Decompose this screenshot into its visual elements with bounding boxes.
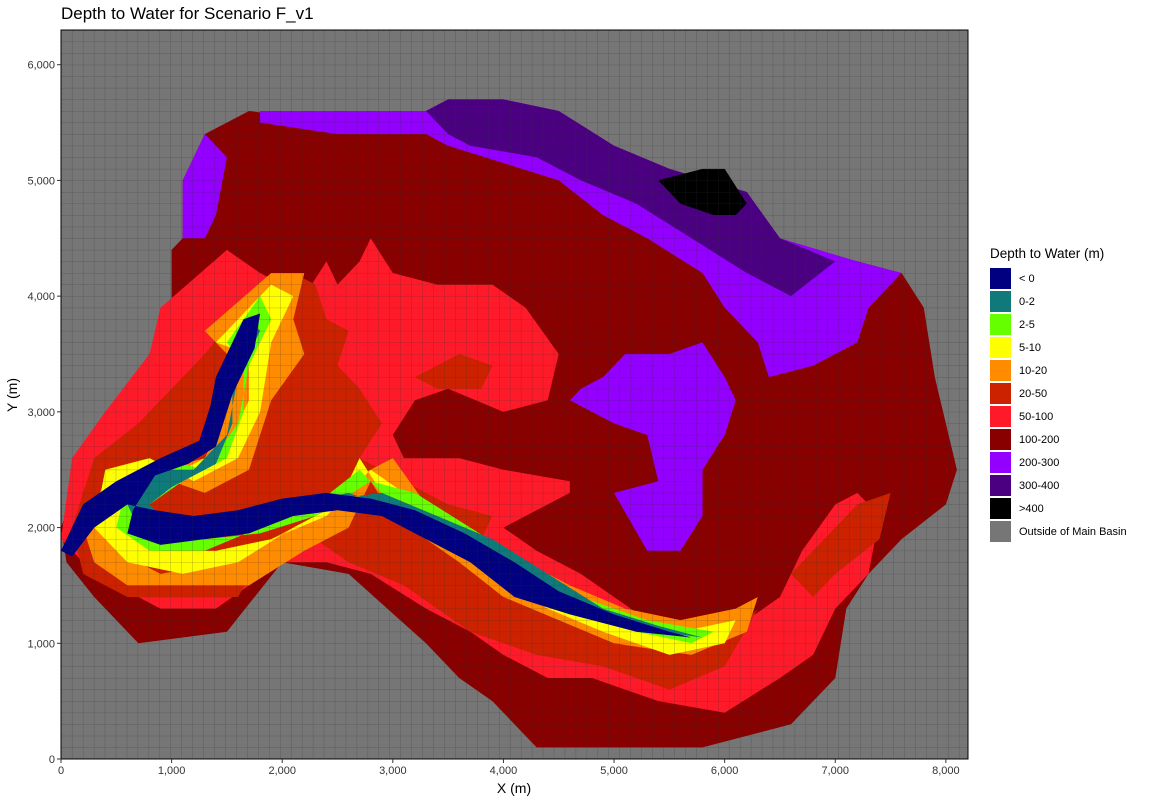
legend-item: 2-5 xyxy=(990,313,1127,336)
legend: Depth to Water (m) < 0 0-2 2-5 5-10 10-20 20-… xyxy=(990,246,1127,543)
legend-item: 50-100 xyxy=(990,405,1127,428)
legend-label: 50-100 xyxy=(1019,410,1054,423)
legend-label: 200-300 xyxy=(1019,456,1060,469)
legend-item: Outside of Main Basin xyxy=(990,520,1127,543)
chart-title: Depth to Water for Scenario F_v1 xyxy=(61,4,314,23)
legend-swatch xyxy=(990,337,1011,358)
legend-swatch xyxy=(990,291,1011,312)
legend-items: < 0 0-2 2-5 5-10 10-20 20-50 50-100 100-200 200-… xyxy=(990,267,1127,543)
legend-swatch xyxy=(990,268,1011,289)
y-tick-label: 2,000 xyxy=(27,523,55,535)
legend-swatch xyxy=(990,406,1011,427)
legend-item: 5-10 xyxy=(990,336,1127,359)
legend-label: 2-5 xyxy=(1019,318,1035,331)
x-tick-label: 6,000 xyxy=(711,765,739,777)
legend-label: 10-20 xyxy=(1019,364,1048,377)
legend-label: < 0 xyxy=(1019,272,1035,285)
legend-item: 100-200 xyxy=(990,428,1127,451)
x-tick-label: 4,000 xyxy=(490,765,518,777)
legend-swatch xyxy=(990,475,1011,496)
legend-swatch xyxy=(990,314,1011,335)
legend-label: 100-200 xyxy=(1019,433,1060,446)
legend-label: >400 xyxy=(1019,502,1044,515)
legend-item: 200-300 xyxy=(990,451,1127,474)
legend-swatch xyxy=(990,429,1011,450)
y-tick-label: 6,000 xyxy=(27,60,55,72)
legend-swatch xyxy=(990,383,1011,404)
legend-item: 0-2 xyxy=(990,290,1127,313)
x-tick-label: 3,000 xyxy=(379,765,407,777)
legend-item: 10-20 xyxy=(990,359,1127,382)
y-tick-label: 1,000 xyxy=(27,638,55,650)
legend-label: 20-50 xyxy=(1019,387,1048,400)
x-tick-label: 8,000 xyxy=(932,765,960,777)
legend-label: Outside of Main Basin xyxy=(1019,525,1127,538)
x-tick-label: 1,000 xyxy=(158,765,186,777)
legend-item: 300-400 xyxy=(990,474,1127,497)
legend-item: < 0 xyxy=(990,267,1127,290)
axes: 0 1,000 2,000 3,000 4,000 5,000 6,000 7,000 8,00… xyxy=(27,60,959,777)
y-tick-label: 0 xyxy=(49,754,55,766)
cell-grid-overlay xyxy=(61,30,968,759)
legend-item: >400 xyxy=(990,497,1127,520)
x-axis-title: X (m) xyxy=(497,780,531,796)
legend-label: 300-400 xyxy=(1019,479,1060,492)
plot-border xyxy=(60,29,969,760)
x-tick-label: 0 xyxy=(58,765,64,777)
legend-swatch xyxy=(990,521,1011,542)
legend-label: 0-2 xyxy=(1019,295,1035,308)
x-tick-label: 2,000 xyxy=(268,765,296,777)
legend-item: 20-50 xyxy=(990,382,1127,405)
x-tick-label: 5,000 xyxy=(600,765,628,777)
y-axis-title: Y (m) xyxy=(4,378,20,412)
y-tick-label: 4,000 xyxy=(27,291,55,303)
legend-label: 5-10 xyxy=(1019,341,1042,354)
legend-swatch xyxy=(990,498,1011,519)
x-tick-label: 7,000 xyxy=(822,765,850,777)
y-tick-label: 5,000 xyxy=(27,175,55,187)
legend-swatch xyxy=(990,452,1011,473)
y-tick-label: 3,000 xyxy=(27,407,55,419)
legend-swatch xyxy=(990,360,1011,381)
legend-title: Depth to Water (m) xyxy=(990,246,1105,261)
